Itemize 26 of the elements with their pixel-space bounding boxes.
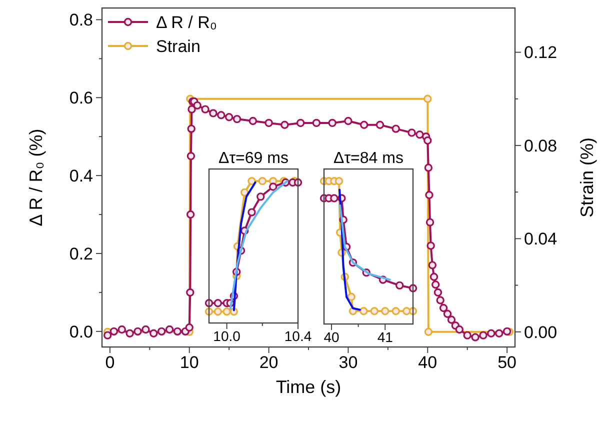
y2-tick-label: 0.04	[524, 230, 558, 249]
chart-title: Δτ=84 ms	[334, 150, 404, 167]
y2-tick-label: 0.00	[524, 322, 558, 342]
x-axis-title: Time (s)	[276, 377, 342, 397]
x-tick-label: 20	[259, 353, 278, 372]
x-tick-label: 40	[324, 329, 340, 345]
x-tick-label: 10.4	[284, 328, 312, 344]
x-tick-label: 40	[418, 353, 438, 372]
y-tick-label: 0.4	[69, 166, 93, 186]
y-tick-label: 0.8	[69, 10, 93, 30]
x-tick-label: 0	[105, 353, 115, 372]
x-tick-label: 41	[377, 329, 394, 345]
x-tick-label: 10.0	[213, 328, 241, 344]
legend-label: Δ R / R₀	[156, 12, 217, 32]
x-tick-label: 30	[338, 353, 358, 372]
y2-axis-title: Strain (%)	[577, 137, 597, 218]
x-tick-label: 10	[180, 353, 199, 372]
chart-title: Δτ=69 ms	[218, 150, 288, 167]
y2-tick-label: 0.12	[524, 43, 558, 62]
y-tick-label: 0.2	[69, 244, 93, 264]
y-tick-label: 0.0	[69, 322, 93, 342]
y-tick-label: 0.6	[69, 88, 93, 108]
y-axis-title: Δ R / R₀ (%)	[26, 128, 46, 226]
x-tick-label: 50	[498, 353, 517, 372]
legend-label: Strain	[156, 36, 200, 56]
y2-tick-label: 0.08	[524, 136, 558, 156]
